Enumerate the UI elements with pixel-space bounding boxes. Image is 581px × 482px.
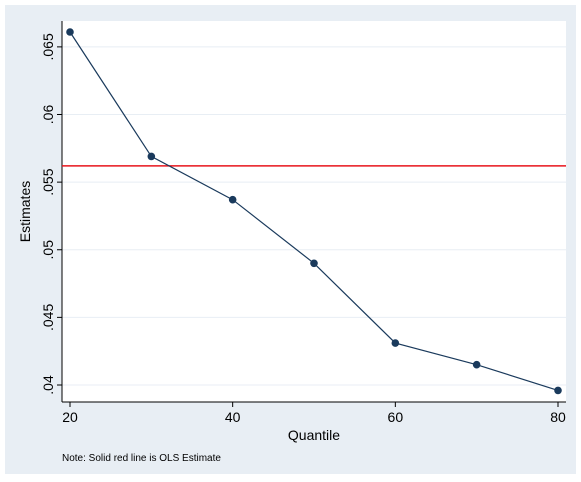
data-point [228,195,237,204]
gridlines [62,46,566,386]
x-tick-label: 20 [62,409,78,425]
y-tick-label: .06 [40,105,56,125]
data-point [472,360,481,369]
data-point [391,339,400,347]
y-tick-label: .045 [40,304,56,331]
chart-note: Note: Solid red line is OLS Estimate [62,453,221,464]
y-tick-label: .04 [40,375,56,395]
x-tick-label: 80 [550,409,566,425]
series [66,28,562,395]
x-tick-label: 40 [225,409,241,425]
plot-area [62,21,566,402]
data-point [147,152,156,161]
x-axis-title: Quantile [288,427,340,443]
data-point [554,386,562,395]
axis-labels: .04 .045 .05 .055 .06 .065 20 40 60 80 [40,33,566,425]
data-point [66,28,74,36]
y-tick-label: .055 [40,168,56,195]
x-tick-label: 60 [388,409,404,425]
y-tick-label: .065 [40,33,56,60]
data-point [310,259,318,268]
y-axis-title: Estimates [17,181,33,242]
axes [57,21,566,407]
y-tick-label: .05 [40,240,56,260]
